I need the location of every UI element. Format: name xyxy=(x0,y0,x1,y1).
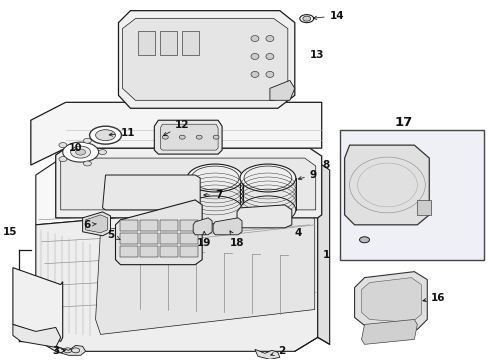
Text: 3: 3 xyxy=(53,346,65,356)
Polygon shape xyxy=(85,215,107,233)
Polygon shape xyxy=(160,233,178,244)
Ellipse shape xyxy=(95,130,115,141)
Polygon shape xyxy=(120,220,138,231)
Ellipse shape xyxy=(359,237,369,243)
Polygon shape xyxy=(122,19,287,100)
Text: 8: 8 xyxy=(322,160,329,170)
Polygon shape xyxy=(115,200,202,265)
Polygon shape xyxy=(36,155,317,225)
Polygon shape xyxy=(154,120,222,154)
Polygon shape xyxy=(193,218,212,235)
Polygon shape xyxy=(61,158,315,210)
Ellipse shape xyxy=(76,149,85,155)
Polygon shape xyxy=(120,246,138,257)
Polygon shape xyxy=(237,205,291,228)
Ellipse shape xyxy=(299,15,313,23)
Polygon shape xyxy=(56,345,85,355)
Polygon shape xyxy=(56,148,321,218)
Ellipse shape xyxy=(265,71,273,77)
Polygon shape xyxy=(140,220,158,231)
Polygon shape xyxy=(13,324,61,347)
Polygon shape xyxy=(339,130,483,260)
Polygon shape xyxy=(180,246,198,257)
Ellipse shape xyxy=(196,135,202,139)
Ellipse shape xyxy=(179,135,185,139)
Polygon shape xyxy=(416,200,430,215)
Polygon shape xyxy=(140,246,158,257)
Ellipse shape xyxy=(250,71,259,77)
Text: 15: 15 xyxy=(3,227,18,237)
Polygon shape xyxy=(138,31,155,55)
Polygon shape xyxy=(160,31,177,55)
Polygon shape xyxy=(317,162,329,345)
Polygon shape xyxy=(269,80,294,100)
Polygon shape xyxy=(118,11,294,108)
Ellipse shape xyxy=(62,142,99,162)
Polygon shape xyxy=(182,31,199,55)
Ellipse shape xyxy=(162,135,168,139)
Ellipse shape xyxy=(89,126,121,144)
Text: 17: 17 xyxy=(394,116,412,129)
Ellipse shape xyxy=(240,164,295,192)
Polygon shape xyxy=(160,124,218,150)
Ellipse shape xyxy=(302,16,310,21)
Text: 4: 4 xyxy=(294,228,302,238)
Ellipse shape xyxy=(83,138,91,143)
Polygon shape xyxy=(120,233,138,244)
Ellipse shape xyxy=(244,166,291,190)
Ellipse shape xyxy=(250,54,259,59)
Ellipse shape xyxy=(265,54,273,59)
Ellipse shape xyxy=(187,164,243,192)
Ellipse shape xyxy=(59,157,67,162)
Polygon shape xyxy=(213,218,242,235)
Ellipse shape xyxy=(250,36,259,41)
Polygon shape xyxy=(13,268,62,341)
Ellipse shape xyxy=(83,161,91,166)
Text: 9: 9 xyxy=(298,170,316,180)
Polygon shape xyxy=(354,272,427,332)
Text: 14: 14 xyxy=(313,11,344,21)
Polygon shape xyxy=(82,212,110,236)
Text: 7: 7 xyxy=(203,190,222,200)
Polygon shape xyxy=(31,102,321,165)
Ellipse shape xyxy=(71,146,90,158)
Ellipse shape xyxy=(187,196,243,224)
Text: 2: 2 xyxy=(270,346,285,356)
Text: 1: 1 xyxy=(322,250,329,260)
Polygon shape xyxy=(140,233,158,244)
Polygon shape xyxy=(95,210,314,334)
Text: 5: 5 xyxy=(107,230,120,240)
Polygon shape xyxy=(36,200,317,351)
Text: 16: 16 xyxy=(422,293,445,302)
Polygon shape xyxy=(254,349,279,359)
Ellipse shape xyxy=(265,36,273,41)
Ellipse shape xyxy=(213,135,219,139)
Text: 10: 10 xyxy=(68,143,82,153)
Text: 13: 13 xyxy=(309,50,324,60)
Polygon shape xyxy=(361,278,421,323)
Polygon shape xyxy=(344,145,428,225)
Polygon shape xyxy=(160,220,178,231)
Polygon shape xyxy=(180,233,198,244)
Text: 12: 12 xyxy=(163,120,189,135)
Polygon shape xyxy=(160,246,178,257)
Text: 18: 18 xyxy=(229,231,244,248)
Ellipse shape xyxy=(240,196,295,224)
Ellipse shape xyxy=(99,150,106,154)
Text: 19: 19 xyxy=(197,231,211,248)
Text: 11: 11 xyxy=(109,128,135,138)
Text: 6: 6 xyxy=(83,220,96,230)
Polygon shape xyxy=(180,220,198,231)
Polygon shape xyxy=(361,319,416,345)
Ellipse shape xyxy=(59,143,67,148)
Ellipse shape xyxy=(191,166,239,190)
Polygon shape xyxy=(102,175,200,210)
